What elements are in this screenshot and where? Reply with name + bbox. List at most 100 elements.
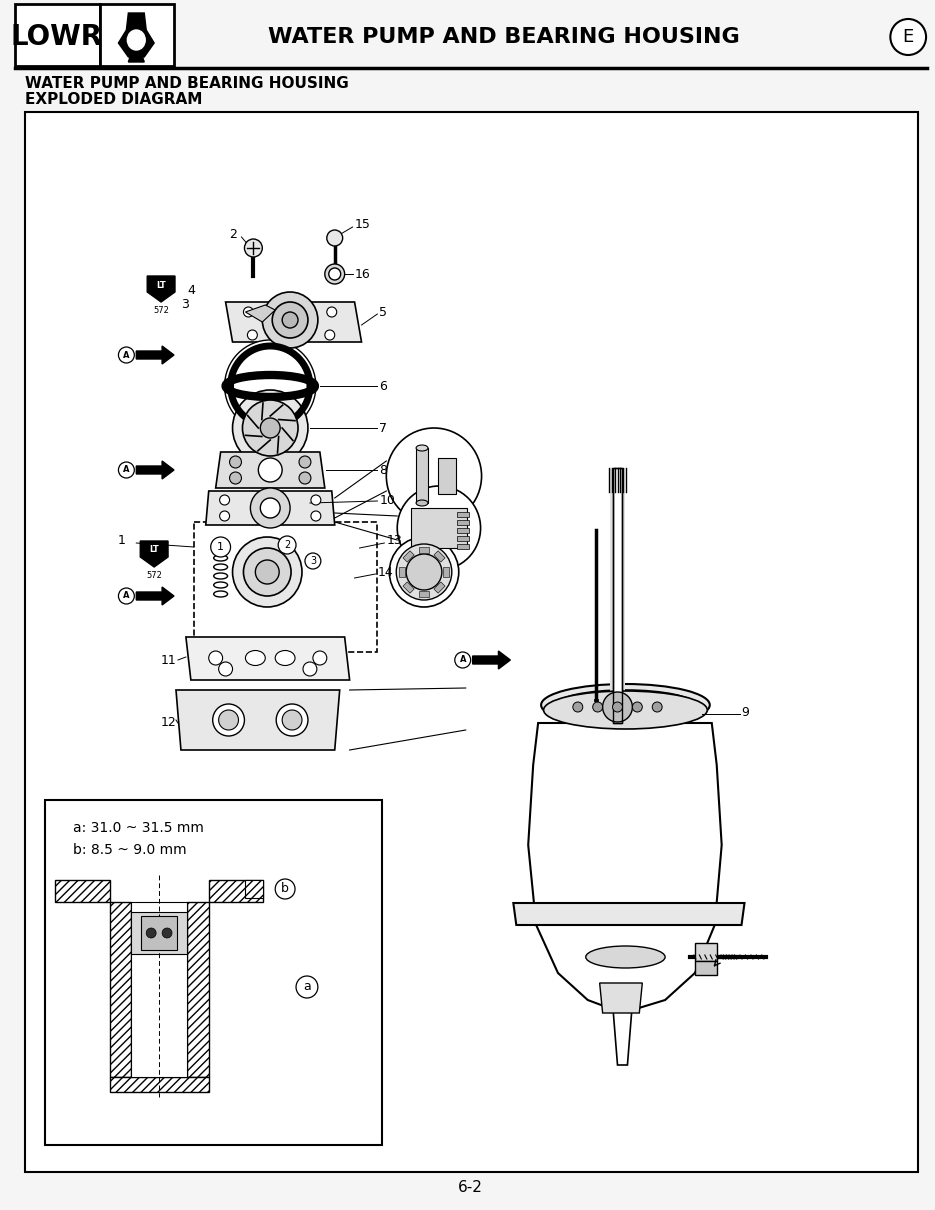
Bar (419, 590, 429, 597)
Circle shape (313, 651, 327, 666)
Bar (416, 448, 428, 503)
Circle shape (162, 928, 172, 938)
Polygon shape (55, 880, 109, 901)
Circle shape (219, 662, 233, 676)
Bar (695, 961, 717, 975)
Circle shape (255, 560, 280, 584)
Circle shape (251, 488, 290, 528)
Text: LT: LT (150, 546, 159, 554)
Text: 9: 9 (741, 707, 749, 720)
Circle shape (389, 537, 459, 607)
Polygon shape (109, 1077, 209, 1091)
Text: 8: 8 (380, 463, 387, 477)
Text: A: A (123, 466, 130, 474)
Circle shape (329, 267, 340, 280)
Circle shape (212, 704, 244, 736)
Text: E: E (902, 28, 913, 46)
Circle shape (220, 511, 230, 522)
Polygon shape (176, 690, 339, 750)
Circle shape (327, 307, 337, 317)
Polygon shape (513, 903, 744, 924)
Ellipse shape (543, 691, 707, 728)
Text: b: b (281, 882, 289, 895)
Circle shape (396, 544, 452, 600)
Circle shape (263, 292, 318, 348)
Ellipse shape (541, 684, 710, 726)
Bar (15, 4, 100, 67)
Circle shape (219, 710, 238, 730)
Circle shape (573, 702, 583, 711)
Bar (457, 544, 468, 549)
Text: LT: LT (156, 281, 166, 289)
Bar (457, 520, 468, 525)
Polygon shape (137, 461, 174, 479)
Ellipse shape (127, 30, 145, 50)
Circle shape (244, 240, 263, 257)
Circle shape (224, 340, 316, 432)
Circle shape (258, 459, 282, 482)
Text: A: A (123, 592, 130, 600)
Circle shape (653, 702, 662, 711)
Polygon shape (119, 13, 154, 57)
Text: WATER PUMP AND BEARING HOUSING: WATER PUMP AND BEARING HOUSING (267, 27, 740, 47)
Circle shape (397, 486, 481, 570)
Polygon shape (473, 651, 511, 669)
Circle shape (299, 472, 311, 484)
Polygon shape (612, 1003, 632, 1065)
Text: 10: 10 (380, 494, 396, 507)
Ellipse shape (245, 651, 266, 666)
Circle shape (593, 702, 603, 711)
Text: LOWR: LOWR (11, 23, 103, 51)
Text: 6-2: 6-2 (458, 1181, 483, 1195)
Text: a: 31.0 ~ 31.5 mm: a: 31.0 ~ 31.5 mm (73, 822, 204, 835)
Polygon shape (187, 901, 209, 1077)
Polygon shape (137, 346, 174, 364)
Circle shape (243, 548, 291, 597)
Circle shape (233, 537, 302, 607)
Text: a: a (303, 980, 310, 993)
Text: 16: 16 (354, 267, 370, 281)
Circle shape (299, 456, 311, 468)
Circle shape (603, 692, 632, 722)
Bar (438, 459, 455, 494)
Circle shape (230, 456, 241, 468)
Text: 1: 1 (217, 542, 224, 552)
Circle shape (282, 312, 298, 328)
Polygon shape (147, 276, 175, 302)
Circle shape (119, 588, 135, 604)
Bar (131, 912, 187, 953)
Bar (434, 582, 445, 593)
Ellipse shape (416, 445, 428, 451)
Circle shape (146, 928, 156, 938)
Ellipse shape (585, 946, 665, 968)
Polygon shape (225, 302, 362, 342)
Text: 5: 5 (380, 305, 387, 318)
Circle shape (276, 704, 308, 736)
Text: 14: 14 (378, 565, 393, 578)
Circle shape (386, 428, 482, 524)
Bar (25, 113, 918, 1172)
Text: 3: 3 (181, 299, 189, 311)
Text: 11: 11 (160, 653, 176, 667)
Bar (45, 800, 382, 1145)
Bar (399, 567, 405, 577)
Text: 13: 13 (386, 535, 402, 547)
Text: A: A (459, 656, 466, 664)
Circle shape (260, 417, 280, 438)
Text: 12: 12 (160, 716, 176, 730)
Circle shape (272, 302, 308, 338)
Bar (131, 901, 187, 1077)
Circle shape (233, 390, 308, 466)
Text: WATER PUMP AND BEARING HOUSING: WATER PUMP AND BEARING HOUSING (25, 75, 349, 91)
Text: 572: 572 (146, 571, 162, 580)
Text: 572: 572 (153, 306, 169, 315)
Ellipse shape (275, 651, 295, 666)
Ellipse shape (556, 690, 695, 720)
Polygon shape (186, 636, 350, 680)
Circle shape (305, 553, 321, 569)
Circle shape (210, 537, 231, 557)
Bar (403, 551, 414, 563)
Text: 15: 15 (354, 218, 370, 230)
Circle shape (311, 511, 321, 522)
Polygon shape (599, 983, 642, 1013)
